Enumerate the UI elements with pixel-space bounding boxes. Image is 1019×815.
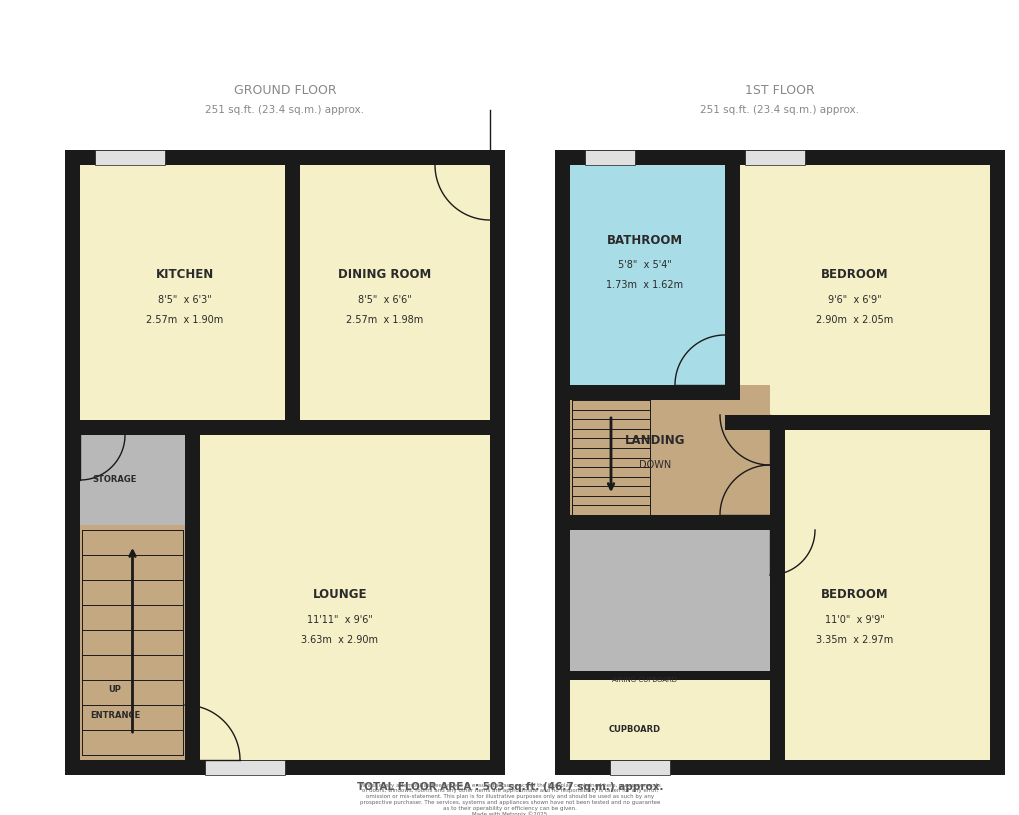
Text: BEDROOM: BEDROOM [820,588,888,601]
Text: 2.57m  x 1.90m: 2.57m x 1.90m [147,315,223,325]
Text: STORAGE: STORAGE [93,475,137,484]
Text: ENTRANCE: ENTRANCE [90,711,140,720]
Bar [570,385,769,515]
Text: GROUND FLOOR: GROUND FLOOR [233,83,336,96]
Bar [570,165,725,385]
Bar [65,150,504,165]
Bar [554,150,1004,165]
Text: LOUNGE: LOUNGE [313,588,367,601]
Text: UP: UP [108,685,121,694]
Text: TOTAL FLOOR AREA : 503 sq.ft. (46.7 sq.m.) approx.: TOTAL FLOOR AREA : 503 sq.ft. (46.7 sq.m… [357,782,662,792]
Bar [609,760,669,775]
Bar [725,415,1004,430]
Bar [284,165,489,435]
Text: DOWN: DOWN [638,460,671,470]
Bar [284,150,300,435]
Text: 1.73m  x 1.62m: 1.73m x 1.62m [606,280,683,290]
Bar [79,165,284,435]
Text: 9'6"  x 6'9": 9'6" x 6'9" [827,295,881,305]
Bar [65,150,79,775]
Bar [570,385,739,400]
Text: 2.57m  x 1.98m: 2.57m x 1.98m [346,315,423,325]
Text: 251 sq.ft. (23.4 sq.m.) approx.: 251 sq.ft. (23.4 sq.m.) approx. [700,105,859,115]
Text: 1ST FLOOR: 1ST FLOOR [745,83,814,96]
Bar [585,150,635,165]
Bar [184,435,489,760]
Bar [570,515,769,680]
Text: 11'11"  x 9'6": 11'11" x 9'6" [307,615,373,625]
Bar [554,150,570,775]
Bar [744,150,804,165]
Text: AIRING CUPBOARD: AIRING CUPBOARD [611,677,677,683]
Bar [769,415,989,760]
Text: LANDING: LANDING [624,434,685,447]
Text: 11'0"  x 9'9": 11'0" x 9'9" [824,615,884,625]
Text: CUPBOARD: CUPBOARD [608,725,660,734]
Bar [205,760,284,775]
Text: 8'5"  x 6'6": 8'5" x 6'6" [358,295,412,305]
Bar [725,165,989,415]
Bar [554,760,1004,775]
Bar [65,420,184,435]
Bar [489,150,504,775]
Bar [79,525,184,760]
Bar [184,420,504,435]
Text: KITCHEN: KITCHEN [156,268,214,281]
Text: BATHROOM: BATHROOM [606,234,683,246]
Bar [570,515,769,760]
Text: 2.90m  x 2.05m: 2.90m x 2.05m [815,315,893,325]
Bar [79,435,184,525]
Bar [184,435,200,775]
Bar [570,515,785,530]
Bar [284,165,300,205]
Bar [725,150,739,385]
Text: 5'8"  x 5'4": 5'8" x 5'4" [618,260,672,270]
Bar [65,760,504,775]
Text: BEDROOM: BEDROOM [820,268,888,281]
Bar [989,150,1004,775]
Text: 3.35m  x 2.97m: 3.35m x 2.97m [815,635,893,645]
Bar [95,150,165,165]
Text: 8'5"  x 6'3": 8'5" x 6'3" [158,295,212,305]
Text: Whilst every attempt has been made to ensure the accuracy of the floorplan conta: Whilst every attempt has been made to en… [360,782,659,815]
Bar [570,671,769,680]
Text: DINING ROOM: DINING ROOM [338,268,431,281]
Text: 3.63m  x 2.90m: 3.63m x 2.90m [302,635,378,645]
Bar [769,415,785,775]
Text: 251 sq.ft. (23.4 sq.m.) approx.: 251 sq.ft. (23.4 sq.m.) approx. [205,105,364,115]
